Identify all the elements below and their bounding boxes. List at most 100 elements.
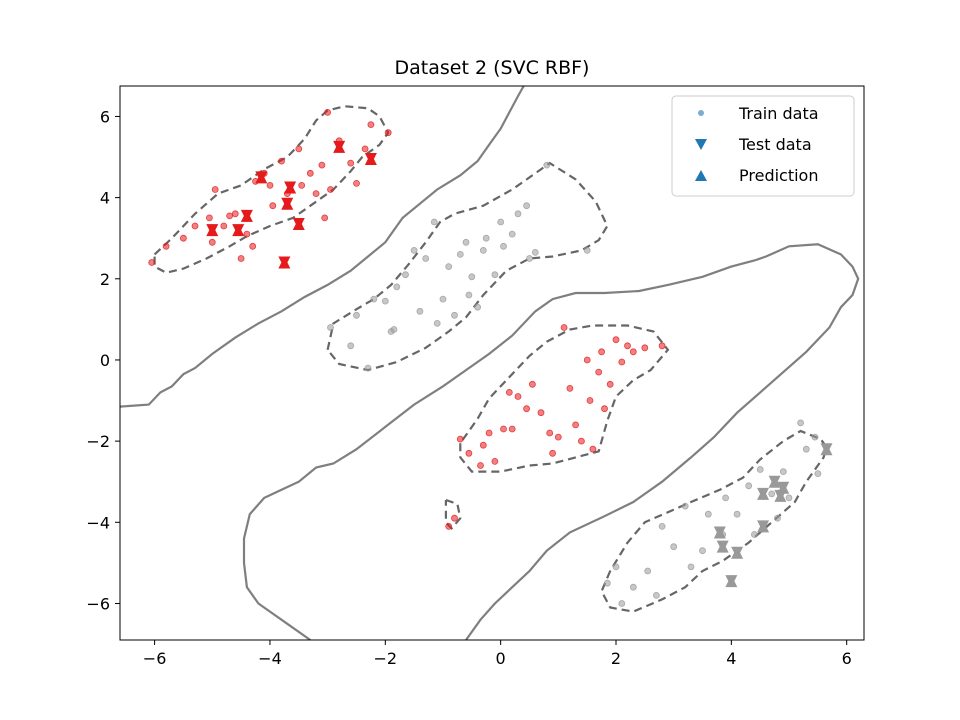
train-point-red-62 [612, 336, 620, 344]
train-point-red-56 [586, 397, 594, 404]
legend-marker-train [698, 110, 704, 116]
x-tick-label: −6 [143, 649, 167, 668]
train-point-red-38 [479, 441, 487, 449]
prediction-point-gray-3 [731, 546, 744, 559]
train-point-red-21 [306, 169, 314, 177]
train-point-red-16 [269, 202, 277, 210]
legend-label: Train data [738, 104, 819, 123]
train-point-red-23 [318, 161, 326, 169]
y-tick-label: 4 [100, 189, 110, 208]
prediction-point-red-4 [278, 256, 291, 269]
x-tick-label: 6 [842, 649, 852, 668]
train-point-gray-50 [745, 482, 753, 490]
train-point-red-5 [208, 238, 216, 246]
train-point-gray-8 [393, 283, 401, 291]
train-point-gray-38 [629, 583, 637, 591]
prediction-point-gray-5 [757, 520, 770, 533]
train-point-red-1 [162, 242, 170, 250]
train-point-gray-55 [779, 468, 787, 476]
train-point-gray-23 [479, 246, 487, 254]
prediction-point-red-1 [232, 224, 245, 237]
train-point-red-34 [451, 514, 458, 522]
train-point-red-57 [589, 445, 597, 453]
y-tick-label: −6 [86, 594, 110, 613]
legend-box [671, 95, 855, 197]
train-point-gray-51 [751, 531, 758, 538]
margin-contour-1 [326, 161, 609, 372]
prediction-point-red-2 [240, 209, 253, 222]
y-tick-label: −2 [86, 432, 110, 451]
train-point-red-51 [560, 324, 568, 331]
train-point-gray-32 [531, 248, 539, 256]
train-point-gray-44 [687, 563, 695, 571]
train-point-red-28 [347, 159, 355, 167]
train-point-gray-10 [410, 246, 418, 254]
train-point-gray-56 [785, 494, 793, 502]
train-point-gray-31 [526, 255, 533, 262]
train-point-gray-48 [722, 494, 729, 502]
train-point-red-7 [220, 222, 228, 230]
train-point-red-20 [298, 181, 306, 189]
train-point-gray-34 [583, 246, 591, 254]
train-point-red-6 [211, 186, 219, 193]
train-point-gray-43 [681, 502, 689, 510]
train-point-gray-37 [618, 600, 626, 607]
train-point-gray-9 [402, 271, 409, 279]
train-point-red-52 [566, 384, 574, 392]
prediction-point-gray-9 [820, 443, 833, 456]
train-point-red-43 [508, 425, 516, 433]
x-tick-label: 0 [496, 649, 506, 668]
train-point-red-60 [601, 405, 608, 413]
y-axis: −6 −4 −2 0 2 4 6 [86, 107, 120, 613]
train-point-red-32 [384, 129, 392, 137]
train-point-red-39 [485, 429, 493, 437]
train-point-red-33 [445, 523, 453, 530]
train-point-red-26 [327, 186, 334, 193]
x-tick-label: −2 [374, 649, 398, 668]
train-point-gray-59 [811, 433, 819, 441]
train-point-red-59 [598, 348, 605, 356]
train-point-red-61 [606, 380, 614, 388]
train-point-gray-19 [462, 238, 470, 246]
train-point-gray-22 [474, 303, 482, 311]
legend: Train data Test data Prediction [671, 95, 855, 197]
train-point-gray-57 [797, 419, 804, 427]
prediction-point-gray-4 [757, 487, 770, 500]
train-point-red-17 [278, 157, 285, 165]
train-point-red-31 [367, 121, 375, 128]
legend-label: Test data [738, 135, 812, 154]
y-tick-label: −4 [86, 513, 110, 532]
prediction-point-red-3 [255, 171, 268, 184]
train-point-red-3 [191, 222, 199, 230]
train-point-gray-1 [347, 342, 355, 350]
train-point-red-8 [226, 212, 234, 220]
train-point-gray-20 [465, 291, 473, 299]
train-point-gray-40 [653, 592, 660, 599]
margin-contours [153, 105, 828, 613]
train-point-red-49 [549, 449, 556, 457]
train-point-gray-17 [451, 311, 458, 319]
train-point-red-54 [578, 437, 585, 445]
x-axis: −6 −4 −2 0 2 4 6 [143, 640, 852, 668]
train-point-red-15 [266, 181, 274, 189]
train-point-gray-15 [439, 295, 447, 303]
prediction-point-red-8 [333, 140, 346, 153]
train-point-red-30 [361, 145, 369, 153]
train-point-gray-18 [456, 250, 464, 258]
y-tick-label: 6 [100, 107, 110, 126]
train-point-gray-12 [422, 255, 430, 262]
train-point-red-53 [572, 421, 579, 429]
legend-marker-prediction [695, 170, 707, 181]
train-point-red-47 [537, 409, 545, 417]
train-point-gray-2 [353, 311, 360, 319]
prediction-point-gray-1 [716, 540, 729, 553]
train-point-red-45 [523, 405, 530, 413]
train-point-red-24 [321, 214, 329, 222]
train-point-red-10 [237, 255, 245, 262]
prediction-point-red-6 [284, 181, 297, 194]
train-point-red-63 [618, 358, 626, 366]
train-point-red-19 [295, 145, 303, 153]
train-point-gray-33 [543, 161, 551, 169]
train-point-gray-16 [445, 263, 453, 271]
y-tick-label: 0 [100, 351, 110, 370]
